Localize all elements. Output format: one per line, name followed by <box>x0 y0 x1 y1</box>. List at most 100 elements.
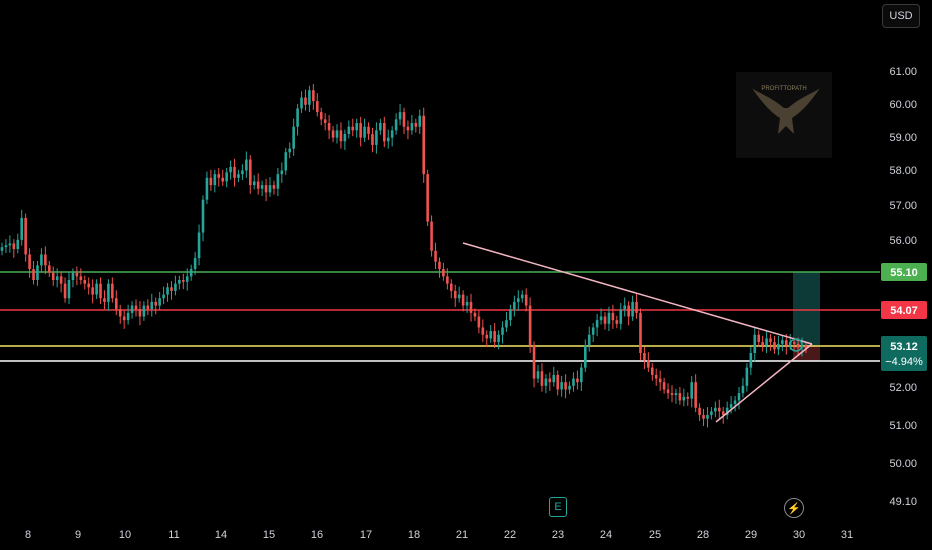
candle <box>170 287 173 291</box>
candle <box>284 152 288 171</box>
candle <box>87 283 91 288</box>
candle <box>138 309 142 317</box>
candle <box>189 269 193 277</box>
descending-trendline[interactable] <box>462 242 813 345</box>
x-tick-label: 24 <box>600 529 612 541</box>
candle <box>225 172 228 182</box>
candle <box>264 185 268 193</box>
long-position-profit-zone <box>793 272 820 345</box>
candle <box>371 134 374 145</box>
candle <box>784 340 788 346</box>
candle <box>4 245 8 248</box>
candle <box>773 342 776 350</box>
candle <box>591 327 595 335</box>
candle <box>406 126 410 131</box>
candle <box>603 316 607 324</box>
candle <box>430 221 433 251</box>
candle <box>552 374 556 383</box>
candle <box>44 254 47 266</box>
candle <box>111 283 114 299</box>
candle <box>536 371 540 379</box>
candle <box>95 283 98 295</box>
candle <box>690 382 694 399</box>
candle <box>201 199 205 233</box>
candle <box>804 345 808 349</box>
x-tick-label: 30 <box>793 529 805 541</box>
candle <box>702 415 705 419</box>
candle <box>296 108 299 127</box>
candle <box>178 280 181 284</box>
earnings-badge[interactable]: E <box>549 497 567 517</box>
candle <box>126 312 130 321</box>
x-tick-label: 15 <box>263 529 275 541</box>
x-tick-label: 18 <box>408 529 420 541</box>
candle <box>501 327 504 335</box>
candle <box>0 247 4 251</box>
candle <box>12 243 16 249</box>
candle <box>67 280 71 299</box>
candle <box>154 301 158 306</box>
candle <box>576 378 579 383</box>
candle <box>28 254 31 270</box>
x-tick-label: 22 <box>504 529 516 541</box>
level-label-red: 54.07 <box>881 301 927 319</box>
candle <box>457 294 461 299</box>
candle <box>765 338 768 346</box>
y-tick-label: 56.00 <box>889 235 917 247</box>
candle <box>717 407 721 412</box>
candle <box>256 181 260 189</box>
candle <box>390 130 394 138</box>
candle <box>524 294 528 306</box>
candle <box>300 97 303 109</box>
candle <box>241 170 244 175</box>
candle <box>122 316 126 321</box>
time-axis[interactable]: 8 9 10 11 14 15 16 17 18 21 22 23 24 25 28 29 30 31 <box>25 529 853 541</box>
candle <box>386 137 390 142</box>
candle <box>568 385 571 390</box>
candle <box>319 112 323 120</box>
candle <box>79 276 83 280</box>
candle <box>142 305 146 317</box>
candle <box>343 134 347 142</box>
candle <box>473 312 477 317</box>
candle <box>312 90 315 102</box>
candle <box>158 298 161 306</box>
x-tick-label: 21 <box>456 529 468 541</box>
candle <box>461 294 465 306</box>
candle <box>631 301 634 317</box>
candle <box>166 287 169 295</box>
candle <box>351 126 355 131</box>
candle <box>666 389 670 394</box>
x-tick-label: 11 <box>168 529 179 541</box>
x-tick-label: 25 <box>649 529 661 541</box>
candle <box>272 185 276 189</box>
candle <box>781 340 784 344</box>
candle <box>706 415 709 419</box>
flash-icon[interactable]: ⚡ <box>784 498 804 518</box>
candle <box>114 298 118 310</box>
svg-text:53.12: 53.12 <box>890 341 918 353</box>
candle <box>560 382 563 390</box>
candle <box>721 411 725 416</box>
candle <box>761 342 764 346</box>
price-axis[interactable]: 61.00 60.00 59.00 58.00 57.00 56.00 52.00 51.00… <box>889 66 917 508</box>
candle <box>268 185 272 193</box>
x-tick-label: 17 <box>360 529 372 541</box>
candle <box>75 272 79 277</box>
candle <box>769 338 772 343</box>
y-tick-label: 50.00 <box>889 458 917 470</box>
change-percent: −4.94% <box>885 356 923 368</box>
candle <box>16 239 20 249</box>
candle <box>40 254 43 266</box>
candle <box>335 130 339 138</box>
candle <box>71 272 75 280</box>
candle <box>489 331 493 339</box>
currency-button[interactable]: USD <box>882 4 920 28</box>
candle <box>162 294 165 299</box>
candle <box>150 301 154 310</box>
candle <box>438 261 441 270</box>
candle <box>402 112 406 127</box>
ascending-trendline[interactable] <box>715 343 813 423</box>
x-tick-label: 8 <box>25 529 31 541</box>
